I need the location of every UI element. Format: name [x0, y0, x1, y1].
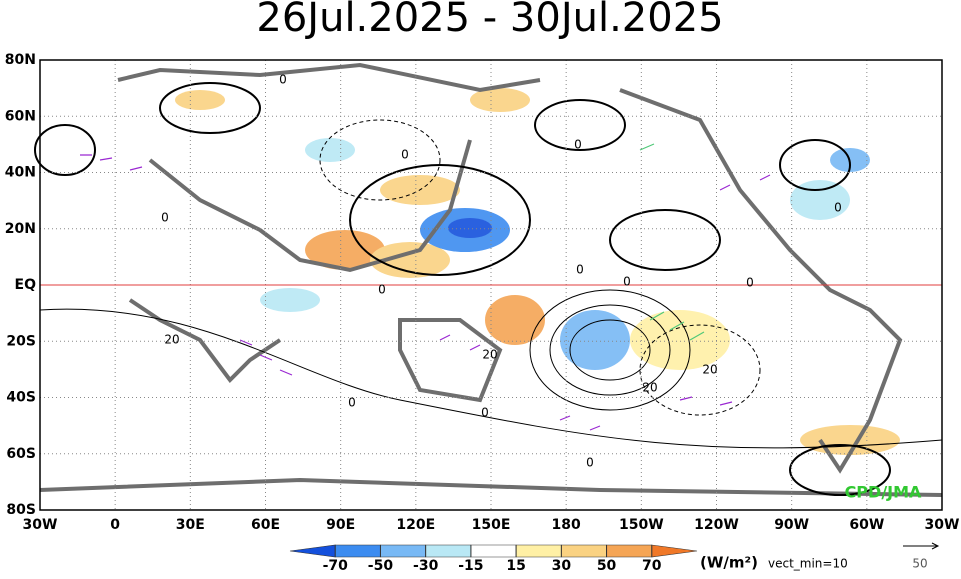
lon-label: 60E: [251, 517, 280, 533]
lat-label: 60N: [5, 108, 36, 124]
contour-label: 0: [279, 73, 287, 87]
lat-label: 40N: [5, 165, 36, 181]
contour-label: 0: [574, 138, 582, 152]
contour-label: 0: [348, 396, 356, 410]
lon-label: 90E: [326, 517, 355, 533]
lon-label: 30E: [176, 517, 205, 533]
strong-vectors: [639, 143, 705, 341]
contour-label: 0: [161, 211, 169, 225]
lon-label: 30W: [23, 517, 58, 533]
coastlines: [39, 62, 943, 497]
lat-label: 80S: [6, 502, 36, 518]
colorbar-tick-label: 30: [552, 558, 572, 574]
contour-label: 0: [834, 201, 842, 215]
colorbar-swatch: [470, 544, 517, 558]
colorbar-swatch: [380, 544, 426, 558]
colorbar-tick-label: -50: [368, 558, 394, 574]
colorbar-swatch: [515, 544, 562, 558]
lon-label: 0: [110, 517, 120, 533]
map-frame: [39, 59, 943, 511]
contour-label: 0: [576, 263, 584, 277]
lon-label: 120W: [694, 517, 739, 533]
lat-label: 20N: [5, 221, 36, 237]
colorbar-swatch: [651, 544, 698, 558]
lat-label: 20S: [6, 333, 36, 349]
colorbar-tick-label: 50: [597, 558, 617, 574]
colorbar-swatch: [606, 544, 653, 558]
lon-label: 30W: [925, 517, 960, 533]
contour-label: 0: [586, 456, 594, 470]
lat-label: EQ: [15, 277, 37, 293]
colorbar-swatch: [425, 544, 472, 558]
map-area: CPD/JMA: [34, 59, 943, 511]
lat-label: 60S: [6, 446, 36, 462]
credit: CPD/JMA: [845, 483, 922, 502]
colorbar-tick-label: 70: [642, 558, 662, 574]
contour-label: 0: [481, 406, 489, 420]
lon-label: 90W: [774, 517, 809, 533]
wind-vectors: [80, 154, 771, 431]
title: 26Jul.2025 - 30Jul.2025: [256, 0, 723, 41]
lon-label: 120E: [396, 517, 435, 533]
colorbar-tick-label: -15: [458, 558, 483, 574]
colorbar-swatch: [561, 544, 607, 558]
lon-label: 150W: [619, 517, 664, 533]
colorbar: -70 -50 -30 -15 15 30 50 70: [289, 544, 698, 574]
reference-arrow-head: [931, 542, 940, 550]
colorbar-units: (W/m²): [700, 554, 758, 572]
contour-label: 0: [746, 276, 754, 290]
colorbar-swatch: [289, 544, 336, 558]
lat-label: 80N: [5, 52, 36, 68]
contours: [34, 82, 943, 496]
contour-label: 20: [702, 363, 717, 377]
contour-label: 20: [642, 381, 657, 395]
lat-label: 40S: [6, 390, 36, 406]
colorbar-tick-label: -70: [323, 558, 349, 574]
contour-label: 20: [482, 348, 497, 362]
contour-label: 0: [378, 283, 386, 297]
contour-label: 0: [401, 148, 409, 162]
colorbar-swatch: [334, 544, 381, 558]
contour-label: 0: [623, 275, 631, 289]
lon-label: 60W: [849, 517, 884, 533]
contour-label: 20: [164, 333, 179, 347]
reference-vector: 50: [912, 557, 927, 571]
lon-label: 150E: [472, 517, 511, 533]
lon-label: 180: [552, 517, 581, 533]
colorbar-tick-label: 15: [506, 558, 525, 574]
vector-note: vect_min=10: [768, 557, 848, 571]
colorbar-tick-label: -30: [413, 558, 439, 574]
